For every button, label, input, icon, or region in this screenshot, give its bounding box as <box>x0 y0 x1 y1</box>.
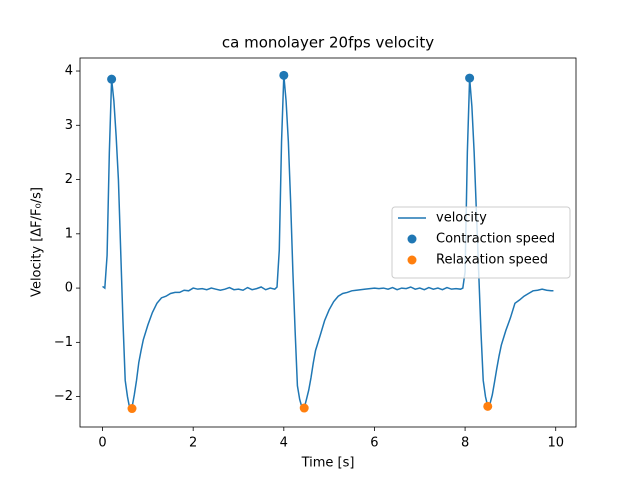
x-tick-label: 6 <box>370 436 378 451</box>
y-tick-label: 2 <box>65 172 73 187</box>
y-tick-label: 3 <box>65 118 73 133</box>
legend-box <box>391 206 571 279</box>
x-axis-label: Time [s] <box>301 456 355 471</box>
x-tick-label: 8 <box>461 436 469 451</box>
scatter-point <box>127 404 137 414</box>
y-axis-label: Velocity [ΔF/F₀/s] <box>30 187 45 297</box>
scatter-point <box>107 74 117 84</box>
plot-frame <box>79 57 577 428</box>
x-tick-label: 2 <box>189 436 197 451</box>
y-tick-label: −1 <box>54 335 73 350</box>
scatter-point <box>465 73 475 83</box>
y-tick-label: 0 <box>65 281 73 296</box>
velocity-line <box>102 75 554 410</box>
legend-label: velocity <box>436 211 487 226</box>
chart-title: ca monolayer 20fps velocity <box>222 34 434 52</box>
y-tick-label: 4 <box>65 64 73 79</box>
x-tick-label: 4 <box>280 436 288 451</box>
y-tick-label: −2 <box>54 389 73 404</box>
legend-marker <box>407 234 417 244</box>
legend-label: Relaxation speed <box>436 253 548 268</box>
legend-label: Contraction speed <box>436 232 555 247</box>
scatter-point <box>299 403 309 413</box>
legend-marker <box>407 255 417 265</box>
scatter-point <box>279 70 289 80</box>
x-tick-label: 0 <box>98 436 106 451</box>
scatter-point <box>483 401 493 411</box>
x-tick-label: 10 <box>547 436 564 451</box>
y-tick-label: 1 <box>65 226 73 241</box>
